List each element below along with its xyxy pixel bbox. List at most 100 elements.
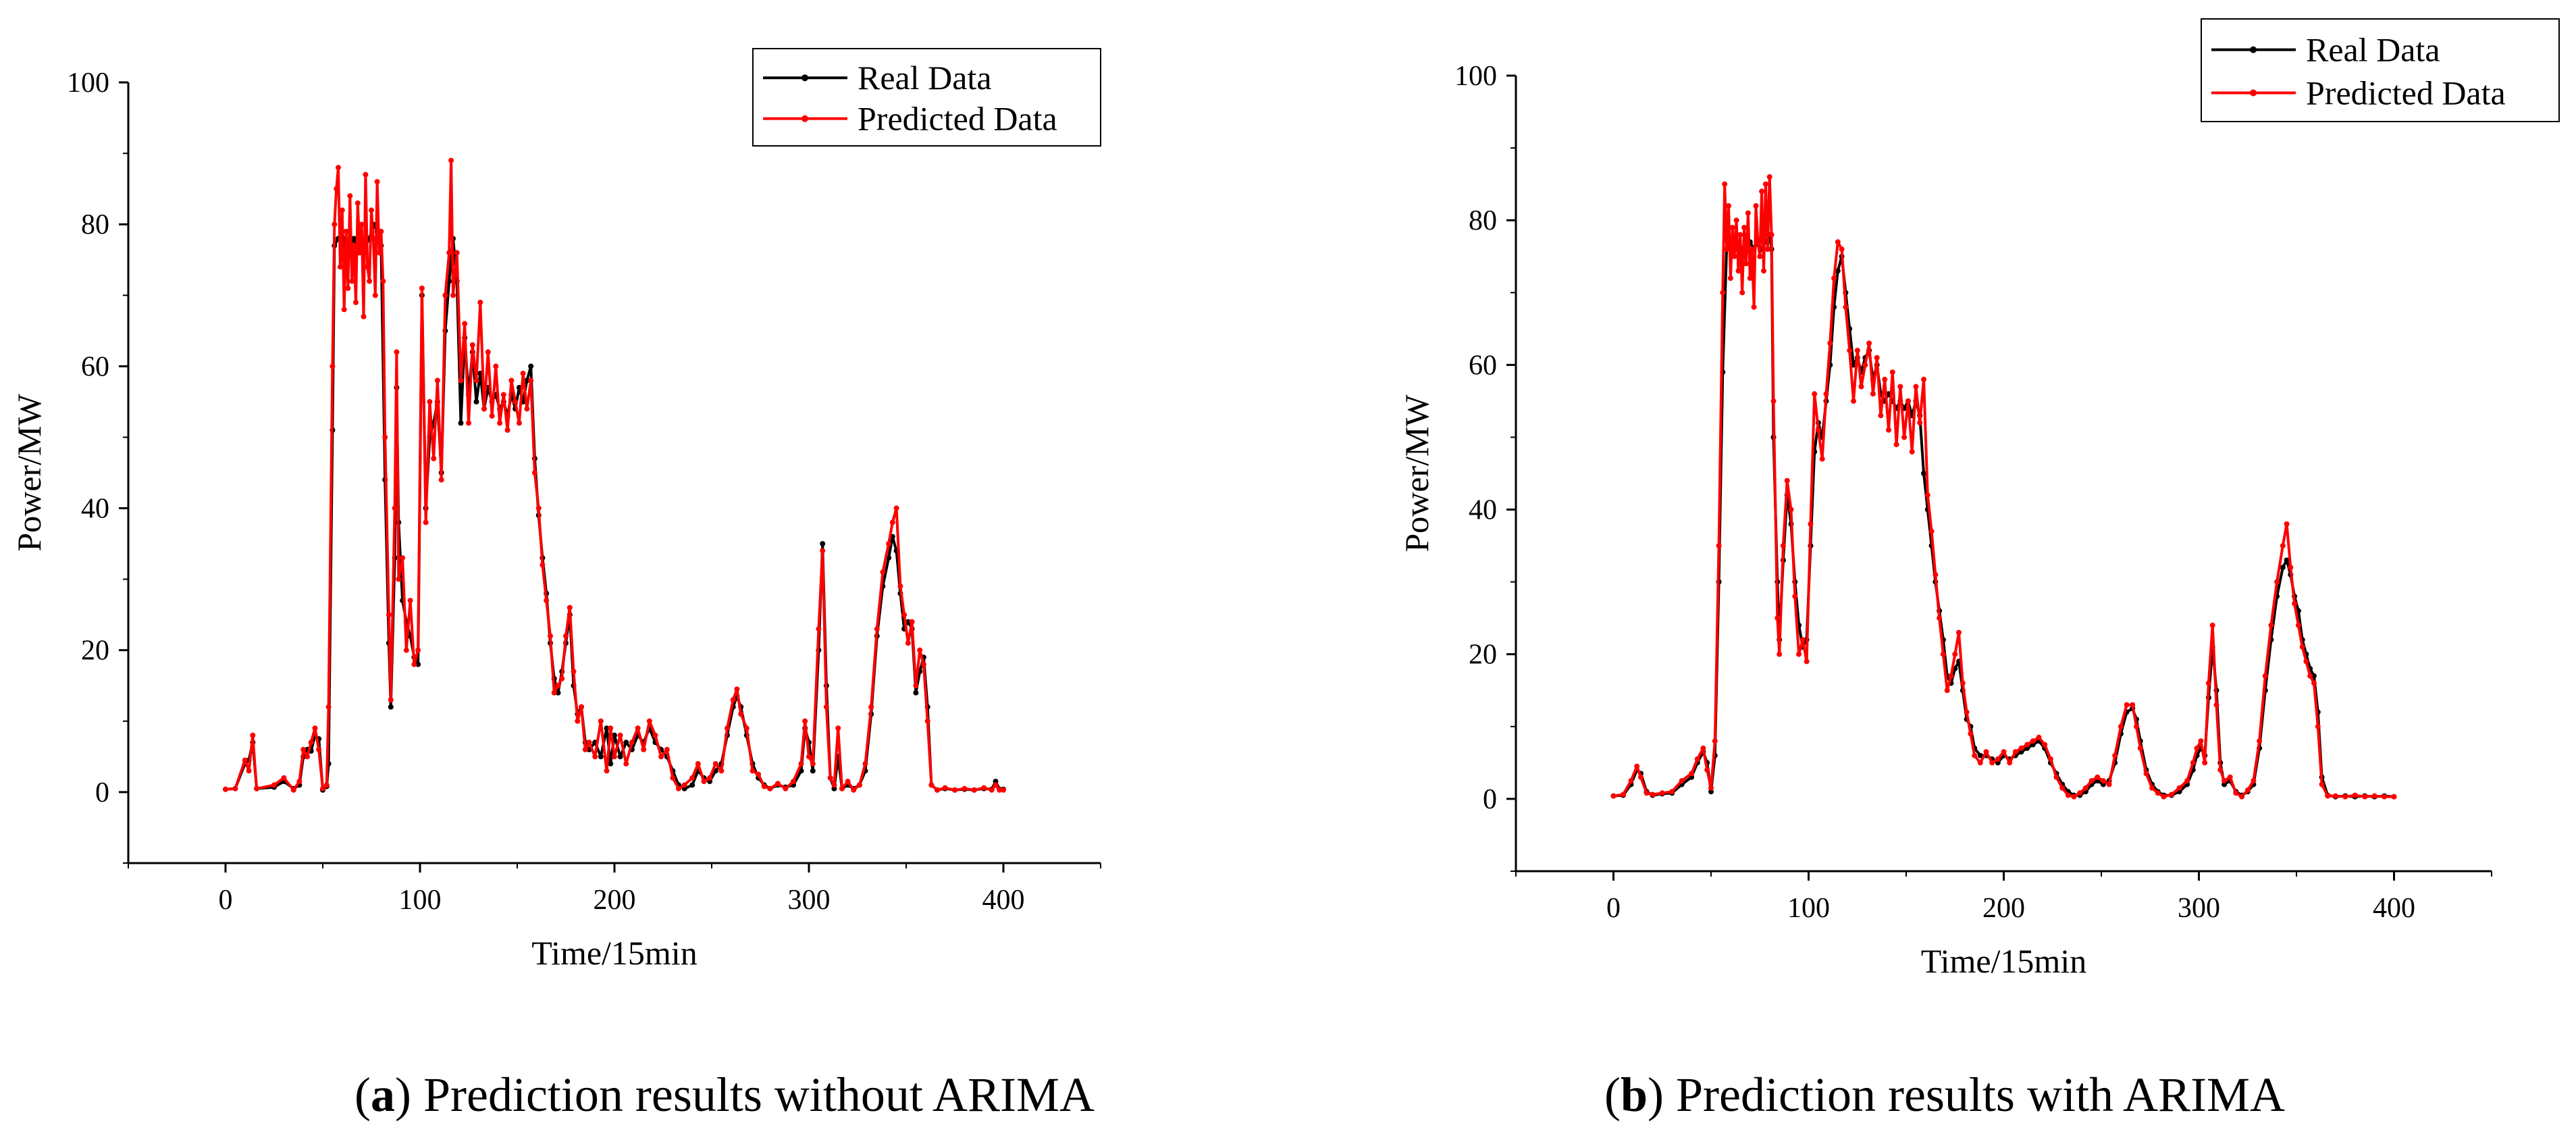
predicted-data-point	[2194, 745, 2200, 751]
predicted-data-point	[2184, 778, 2190, 784]
predicted-data-markers	[223, 157, 1006, 793]
predicted-data-point	[2053, 774, 2059, 780]
predicted-data-point	[1815, 427, 1821, 433]
predicted-data-point	[2118, 723, 2124, 729]
predicted-data-point	[1762, 181, 1768, 187]
y-tick-label: 20	[81, 635, 109, 667]
predicted-data-point	[1768, 232, 1775, 238]
predicted-data-point	[920, 661, 926, 667]
real-data-point	[555, 690, 561, 696]
predicted-data-point	[378, 228, 384, 234]
predicted-data-point	[617, 732, 623, 738]
predicted-data-point	[924, 718, 930, 724]
predicted-data-point	[254, 785, 260, 791]
legend-marker-real	[801, 74, 808, 82]
predicted-data-point	[223, 786, 228, 792]
predicted-data-point	[1610, 793, 1616, 799]
predicted-data-point	[372, 292, 378, 299]
predicted-data-point	[1747, 275, 1753, 281]
predicted-data-point	[1689, 771, 1695, 777]
predicted-data-point	[2088, 778, 2095, 784]
predicted-data-point	[1755, 239, 1761, 245]
predicted-data-point	[1733, 217, 1739, 224]
real-data-point	[2284, 557, 2290, 563]
legend-marker-real	[2250, 46, 2257, 53]
predicted-data-point	[889, 519, 895, 525]
predicted-data-point	[407, 598, 413, 604]
real-data-point	[913, 690, 919, 696]
y-axis-label: Power/MW	[1398, 394, 1436, 552]
y-tick-label: 40	[81, 494, 109, 525]
predicted-data-point	[334, 186, 340, 192]
predicted-data-point	[962, 785, 968, 791]
predicted-data-point	[2169, 791, 2174, 798]
predicted-data-point	[325, 704, 332, 710]
predicted-data-point	[1741, 224, 1747, 230]
real-data-point	[1977, 752, 1983, 758]
real-data-point	[415, 661, 421, 667]
predicted-data-point	[382, 434, 388, 440]
predicted-data-point	[1854, 347, 1860, 353]
predicted-data-point	[2202, 760, 2208, 766]
predicted-data-point	[2024, 742, 2030, 748]
predicted-data-point	[806, 754, 812, 760]
predicted-data-point	[2284, 521, 2290, 527]
real-data-point	[528, 363, 534, 369]
legend-label-predicted: Predicted Data	[2306, 74, 2506, 111]
predicted-data-point	[1745, 210, 1751, 216]
predicted-data-point	[1952, 651, 1958, 657]
predicted-data-point	[1989, 760, 1995, 766]
predicted-data-point	[1731, 253, 1737, 259]
predicted-data-point	[1886, 427, 1891, 433]
predicted-data-point	[386, 612, 392, 618]
predicted-data-point	[586, 739, 592, 746]
predicted-data-point	[1644, 790, 1650, 796]
predicted-data-line	[1613, 175, 2394, 798]
predicted-data-point	[839, 785, 845, 791]
predicted-data-point	[2292, 600, 2298, 606]
predicted-data-point	[367, 278, 373, 284]
legend-marker-predicted	[801, 115, 808, 122]
x-tick-label: 300	[788, 885, 831, 916]
predicted-data-markers	[1610, 174, 2397, 800]
predicted-data-point	[1937, 615, 1943, 621]
predicted-data-point	[1770, 398, 1777, 404]
predicted-data-point	[2124, 702, 2130, 708]
predicted-data-point	[2319, 781, 2325, 787]
predicted-data-point	[1792, 594, 1798, 600]
predicted-data-point	[952, 787, 957, 793]
predicted-data-point	[1634, 763, 1640, 769]
predicted-data-point	[862, 760, 868, 767]
predicted-data-point	[345, 285, 351, 291]
predicted-data-point	[500, 392, 506, 398]
predicted-data-point	[1964, 709, 1970, 715]
real-data-point	[1835, 268, 1841, 274]
predicted-data-point	[374, 179, 380, 185]
predicted-data-point	[2001, 749, 2007, 755]
x-tick-label: 200	[594, 885, 636, 916]
predicted-data-point	[1669, 789, 1675, 795]
chart-legend: Real Data Predicted Data	[2201, 18, 2560, 122]
predicted-data-point	[531, 470, 537, 475]
predicted-data-point	[2106, 781, 2112, 787]
predicted-data-point	[1659, 790, 1665, 796]
predicted-data-point	[1743, 261, 1749, 267]
predicted-data-point	[354, 200, 361, 206]
predicted-data-point	[388, 697, 394, 703]
real-data-point	[810, 768, 816, 774]
predicted-data-point	[1977, 760, 1983, 766]
predicted-data-point	[392, 505, 398, 511]
predicted-data-point	[774, 781, 781, 787]
predicted-data-point	[2217, 767, 2224, 773]
predicted-data-point	[971, 787, 977, 793]
chart-panel-a: 0 100 200 300 400 0 20 40 60 80 100 Time/15min Po…	[10, 48, 1101, 972]
predicted-data-point	[1749, 246, 1755, 252]
predicted-data-point	[592, 754, 598, 760]
predicted-data-point	[743, 725, 750, 731]
predicted-data-point	[1866, 340, 1872, 346]
predicted-data-point	[1893, 442, 1899, 448]
real-data-point	[820, 541, 826, 547]
predicted-data-point	[623, 760, 629, 767]
predicted-data-point	[485, 349, 491, 355]
predicted-data-point	[469, 342, 475, 348]
